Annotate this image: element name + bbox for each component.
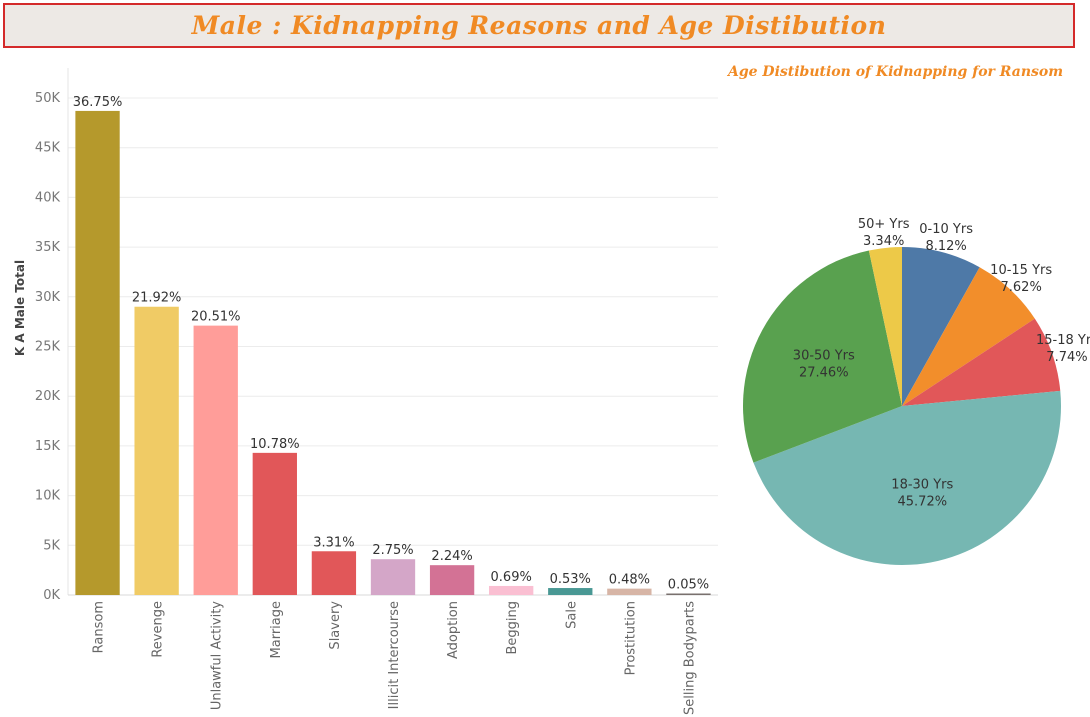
bar-data-label: 2.75% [372,543,413,558]
pie-slice-percent: 45.72% [898,495,948,510]
bar [548,588,593,595]
bar [252,452,297,595]
y-tick-label: 25K [35,340,61,355]
bar-chart: 0K 5K 10K 15K 20K 25K 30K 35K 40K 45K 50K K A Male … [13,68,718,715]
x-tick-label: Unlawful Activity [210,601,225,710]
y-tick-label: 35K [35,240,61,255]
y-tick-label: 0K [43,588,60,603]
bar-data-label: 21.92% [132,291,182,306]
bar [666,593,711,595]
bar [489,585,534,595]
bar [370,559,416,595]
bar [134,306,179,595]
pie-slice-label: 15-18 Yrs [1036,333,1090,348]
bar [75,110,120,595]
x-tick-label: Slavery [328,601,343,650]
bar-data-label: 20.51% [191,310,241,325]
bar-data-label: 0.69% [491,570,532,585]
pie-slice-label: 50+ Yrs [858,217,910,232]
pie-chart: 0-10 Yrs 8.12% 10-15 Yrs 7.62% 15-18 Yrs 7.74… [743,217,1090,565]
x-tick-label: Prostitution [623,601,638,675]
pie-slice [868,247,902,406]
bar-data-label: 0.53% [550,572,591,587]
bar [311,551,357,595]
pie-slice [902,318,1061,406]
pie-slice-label: 18-30 Yrs [891,478,953,493]
pie-slice-label: 0-10 Yrs [919,222,973,237]
pie-slice-percent: 8.12% [925,239,966,254]
x-tick-label: Revenge [151,601,166,658]
pie-slice-percent: 7.74% [1046,350,1087,365]
x-tick-label: Sale [564,601,579,629]
title-banner: Male : Kidnapping Reasons and Age Distib… [3,3,1075,48]
y-tick-label: 50K [35,91,61,106]
bar-data-label: 0.48% [609,573,650,588]
pie-slice [743,250,902,463]
bar [429,565,475,595]
x-tick-label: Ransom [92,601,107,653]
x-tick-label: Begging [505,601,520,655]
y-axis-title: K A Male Total [13,260,27,356]
bar-data-label: 0.05% [668,578,709,593]
pie-slice [902,247,980,406]
y-tick-label: 30K [35,290,61,305]
pie-slice-label: 10-15 Yrs [990,263,1052,278]
pie-slice [902,267,1035,406]
bar-data-label: 3.31% [313,535,354,550]
bar [193,325,238,595]
y-tick-label: 45K [35,141,61,156]
y-tick-label: 5K [43,538,60,553]
pie-slice-percent: 3.34% [863,234,904,249]
dashboard-title: Male : Kidnapping Reasons and Age Distib… [191,11,887,40]
x-tick-label: Selling Bodyparts [682,601,697,715]
bar-data-label: 36.75% [73,95,123,110]
pie-slice [753,390,1061,565]
y-tick-label: 10K [35,489,61,504]
pie-slice-percent: 27.46% [799,365,849,380]
x-tick-label: Adoption [446,601,461,659]
x-tick-label: Illicit Intercourse [387,601,402,709]
y-tick-label: 40K [35,190,61,205]
pie-slice-percent: 7.62% [1001,280,1042,295]
pie-slice-label: 30-50 Yrs [793,348,855,363]
x-tick-label: Marriage [269,601,284,658]
y-tick-label: 20K [35,389,61,404]
bar-data-label: 2.24% [431,549,472,564]
pie-chart-title: Age Distibution of Kidnapping for Ransom [728,64,1064,80]
bar-data-label: 10.78% [250,437,300,452]
bar [607,588,652,595]
y-tick-label: 15K [35,439,61,454]
